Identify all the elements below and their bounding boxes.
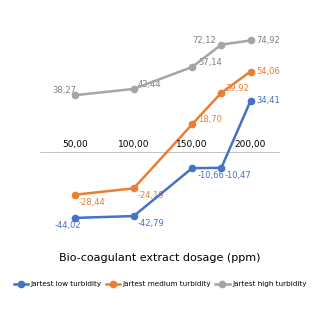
Jartest low turbidity <box>73 216 77 220</box>
Text: -24,19: -24,19 <box>137 191 164 200</box>
Jartest low turbidity <box>220 166 223 170</box>
Text: -10,47: -10,47 <box>225 171 252 180</box>
Jartest medium turbidity <box>220 91 223 95</box>
Text: 42,44: 42,44 <box>137 80 161 89</box>
X-axis label: Bio-coagulant extract dosage (ppm): Bio-coagulant extract dosage (ppm) <box>59 253 261 263</box>
Text: 200,00: 200,00 <box>235 140 266 149</box>
Jartest medium turbidity <box>132 187 136 190</box>
Jartest high turbidity <box>132 87 136 91</box>
Text: 74,92: 74,92 <box>256 36 280 45</box>
Text: -42,79: -42,79 <box>137 219 164 228</box>
Jartest high turbidity <box>190 65 194 69</box>
Legend: Jartest low turbidity, Jartest medium turbidity, Jartest high turbidity: Jartest low turbidity, Jartest medium tu… <box>11 278 309 290</box>
Text: 54,06: 54,06 <box>256 67 280 76</box>
Text: 100,00: 100,00 <box>118 140 149 149</box>
Jartest high turbidity <box>220 43 223 47</box>
Line: Jartest medium turbidity: Jartest medium turbidity <box>72 68 254 198</box>
Jartest medium turbidity <box>190 123 194 126</box>
Line: Jartest low turbidity: Jartest low turbidity <box>72 98 254 221</box>
Text: 50,00: 50,00 <box>62 140 88 149</box>
Text: 57,14: 57,14 <box>198 58 222 67</box>
Jartest high turbidity <box>73 93 77 97</box>
Jartest low turbidity <box>190 166 194 170</box>
Text: 150,00: 150,00 <box>176 140 208 149</box>
Text: 39,92: 39,92 <box>225 84 249 93</box>
Text: -44,02: -44,02 <box>54 221 81 230</box>
Text: -28,44: -28,44 <box>79 198 106 207</box>
Text: 72,12: 72,12 <box>192 36 216 45</box>
Jartest medium turbidity <box>73 193 77 196</box>
Jartest low turbidity <box>132 214 136 218</box>
Jartest high turbidity <box>249 38 252 42</box>
Text: 38,27: 38,27 <box>52 86 76 95</box>
Text: 34,41: 34,41 <box>256 96 280 105</box>
Text: 18,70: 18,70 <box>198 116 222 124</box>
Jartest low turbidity <box>249 99 252 103</box>
Text: -10,66: -10,66 <box>198 171 225 180</box>
Jartest medium turbidity <box>249 70 252 74</box>
Line: Jartest high turbidity: Jartest high turbidity <box>72 37 254 98</box>
